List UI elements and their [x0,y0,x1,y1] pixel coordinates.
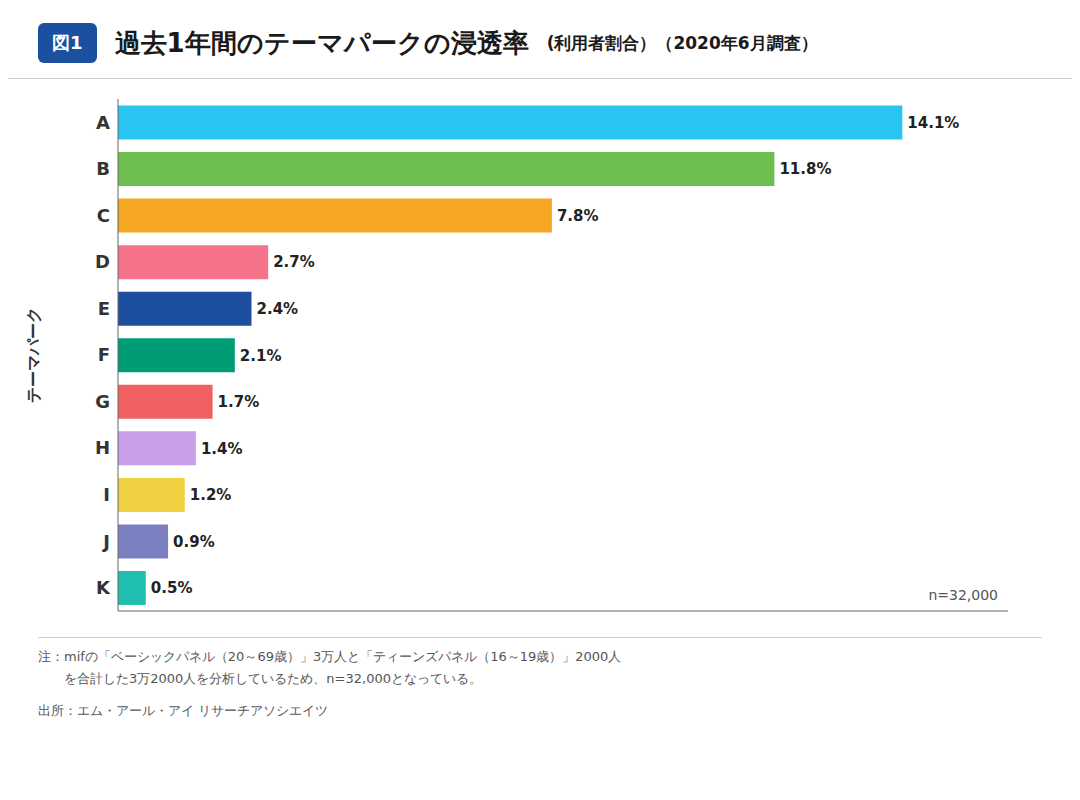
html-text:過去1年間のテーマパークの浸透率: 過去1年間のテーマパークの浸透率 [114,27,529,58]
svg-text:H: H [95,437,110,458]
svg-text:E: E [98,298,110,319]
svg-text:2.7%: 2.7% [273,253,315,271]
svg-text:F: F [98,344,110,365]
svg-text:1.4%: 1.4% [201,440,243,458]
html-text:n=32,000: n=32,000 [928,587,998,603]
svg-text:1.2%: 1.2% [190,486,232,504]
svg-text:B: B [96,158,110,179]
svg-text:テーマパーク: テーマパーク [24,307,43,403]
svg-text:A: A [96,112,110,133]
svg-text:K: K [96,577,111,598]
svg-text:0.9%: 0.9% [173,533,215,551]
svg-text:2.4%: 2.4% [257,300,299,318]
svg-text:1.7%: 1.7% [218,393,260,411]
svg-text:G: G [95,391,110,412]
html-text:出所：エム・アール・アイ リサーチアソシエイツ: 出所：エム・アール・アイ リサーチアソシエイツ [38,703,329,718]
svg-text:C: C [97,205,110,226]
svg-text:I: I [103,484,110,505]
html-text:(利用者割合）（2020年6月調査）: (利用者割合）（2020年6月調査） [546,32,818,53]
svg-text:14.1%: 14.1% [907,114,959,132]
svg-text:0.5%: 0.5% [151,579,193,597]
svg-text:2.1%: 2.1% [240,347,282,365]
svg-text:J: J [101,531,110,552]
html-text:図1: 図1 [52,32,83,53]
html-text:を合計した3万2000人を分析しているため、n=32,000: を合計した3万2000人を分析しているため、n=32,000となっている。 [38,671,482,686]
html-text:注：mifの「ベーシックパネル（20～69歳）」3万人と「テ: 注：mifの「ベーシックパネル（20～69歳）」3万人と「ティーンズパネル（16… [38,649,622,664]
svg-text:D: D [95,251,110,272]
svg-text:11.8%: 11.8% [779,160,831,178]
svg-text:7.8%: 7.8% [557,207,599,225]
